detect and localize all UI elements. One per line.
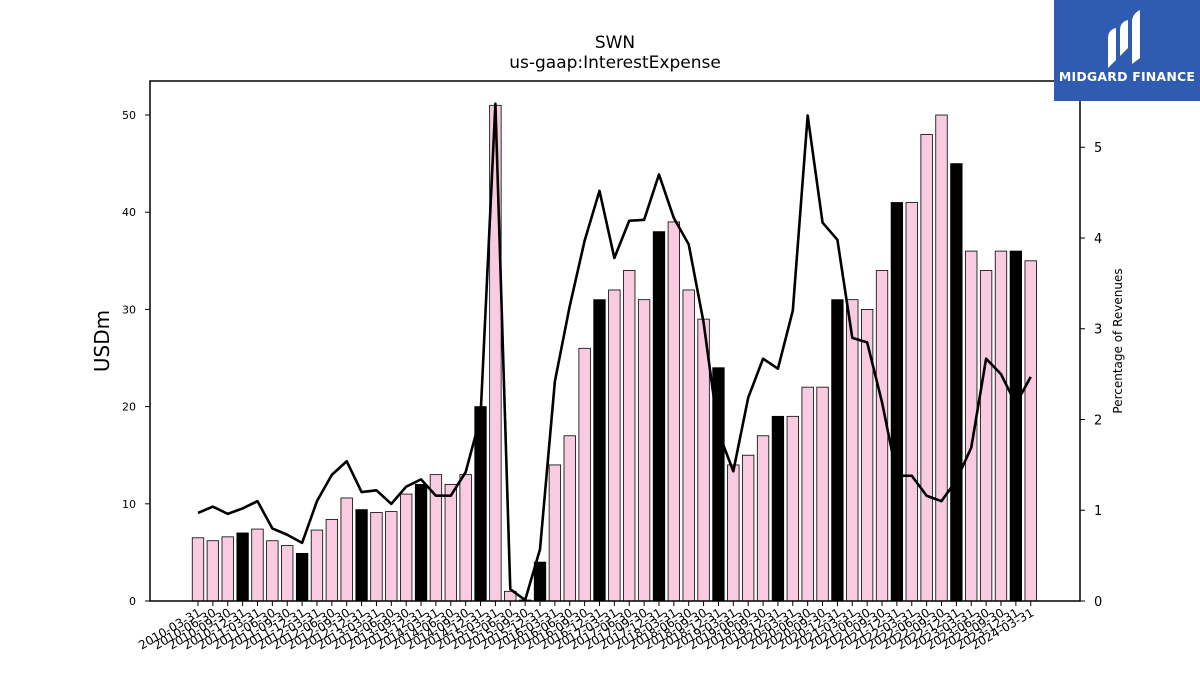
y-tick-label: 30	[122, 303, 136, 316]
bar-2011-03-31	[251, 528, 264, 602]
bar-2010-09-30	[221, 536, 234, 602]
y2-tick-label: 0	[1094, 595, 1102, 610]
bar-2020-06-30	[801, 386, 814, 602]
bar-2013-06-30	[385, 511, 398, 602]
y-tick-label: 10	[122, 498, 136, 511]
bar-2016-12-31	[593, 299, 606, 602]
bar-2019-09-30	[756, 435, 770, 602]
bar-2021-03-31	[846, 299, 859, 602]
bar-2023-09-30	[994, 250, 1008, 602]
bar-2013-03-31	[370, 512, 383, 602]
bar-2022-12-31	[950, 163, 963, 602]
bar-2018-03-31	[667, 221, 680, 602]
bar-2022-06-30	[920, 134, 933, 602]
bar-2012-09-30	[340, 497, 353, 602]
bar-2017-06-30	[623, 270, 636, 602]
y2-axis-label: Percentage of Revenues	[1111, 268, 1125, 413]
bar-2012-06-30	[325, 518, 338, 602]
y2-tick-label: 2	[1094, 413, 1102, 428]
bar-2014-03-31	[429, 474, 443, 602]
bar-2011-12-31	[295, 552, 309, 602]
bar-2017-12-31	[652, 231, 666, 602]
bar-2015-12-31	[533, 561, 547, 602]
bar-2019-03-31	[727, 464, 740, 602]
bar-2016-06-30	[563, 435, 576, 602]
bar-2014-09-30	[459, 474, 472, 602]
chart-title: SWN	[595, 33, 635, 53]
bar-2020-03-31	[786, 415, 799, 602]
y-tick-label: 20	[122, 401, 136, 414]
chart-subtitle: us-gaap:InterestExpense	[509, 53, 721, 73]
bar-2021-09-30	[875, 270, 889, 602]
bar-2023-12-31	[1009, 250, 1022, 602]
bar-2021-06-30	[861, 309, 874, 602]
y2-tick-label: 4	[1094, 232, 1102, 247]
y-axis-label: USDm	[90, 310, 114, 372]
bar-2010-06-30	[206, 540, 220, 602]
plot-area: 010203040500123452010-03-312010-06-30201…	[122, 102, 1102, 652]
bar-2019-12-31	[771, 415, 785, 602]
bar-2018-06-30	[682, 289, 695, 602]
bar-2024-03-31	[1024, 260, 1037, 602]
y2-tick-label: 1	[1094, 504, 1102, 519]
series-line	[197, 102, 1032, 602]
bar-2023-06-30	[979, 270, 993, 602]
y2-tick-label: 3	[1094, 323, 1102, 338]
bar-2022-09-30	[935, 114, 948, 602]
bar-2019-06-30	[742, 454, 755, 602]
bar-2012-12-31	[355, 509, 368, 602]
y-tick-label: 40	[122, 206, 136, 219]
bar-2011-09-30	[281, 545, 294, 602]
y2-tick-label: 5	[1094, 141, 1102, 156]
brand-name: MIDGARD FINANCE	[1058, 69, 1196, 84]
bar-2014-06-30	[444, 483, 457, 602]
midgard-logo-icon	[1108, 10, 1140, 68]
bar-2020-12-31	[831, 299, 844, 602]
y-tick-label: 0	[129, 595, 136, 608]
bar-2017-09-30	[637, 299, 651, 602]
bar-2022-03-31	[905, 202, 918, 602]
bar-2021-12-31	[890, 202, 904, 602]
bar-2017-03-31	[608, 289, 621, 602]
bar-2020-09-30	[816, 386, 829, 602]
bar-2016-03-31	[548, 464, 562, 602]
bar-2013-09-30	[400, 493, 413, 602]
plot-frame	[149, 80, 1081, 602]
bar-2010-03-31	[191, 537, 205, 602]
y-tick-label: 50	[122, 109, 136, 122]
bar-2013-12-31	[414, 483, 428, 602]
bar-2012-03-31	[310, 529, 324, 602]
bar-2016-09-30	[578, 347, 591, 602]
brand-badge: MIDGARD FINANCE	[1054, 0, 1200, 101]
bar-2011-06-30	[266, 540, 279, 602]
bar-2010-12-31	[236, 532, 249, 602]
